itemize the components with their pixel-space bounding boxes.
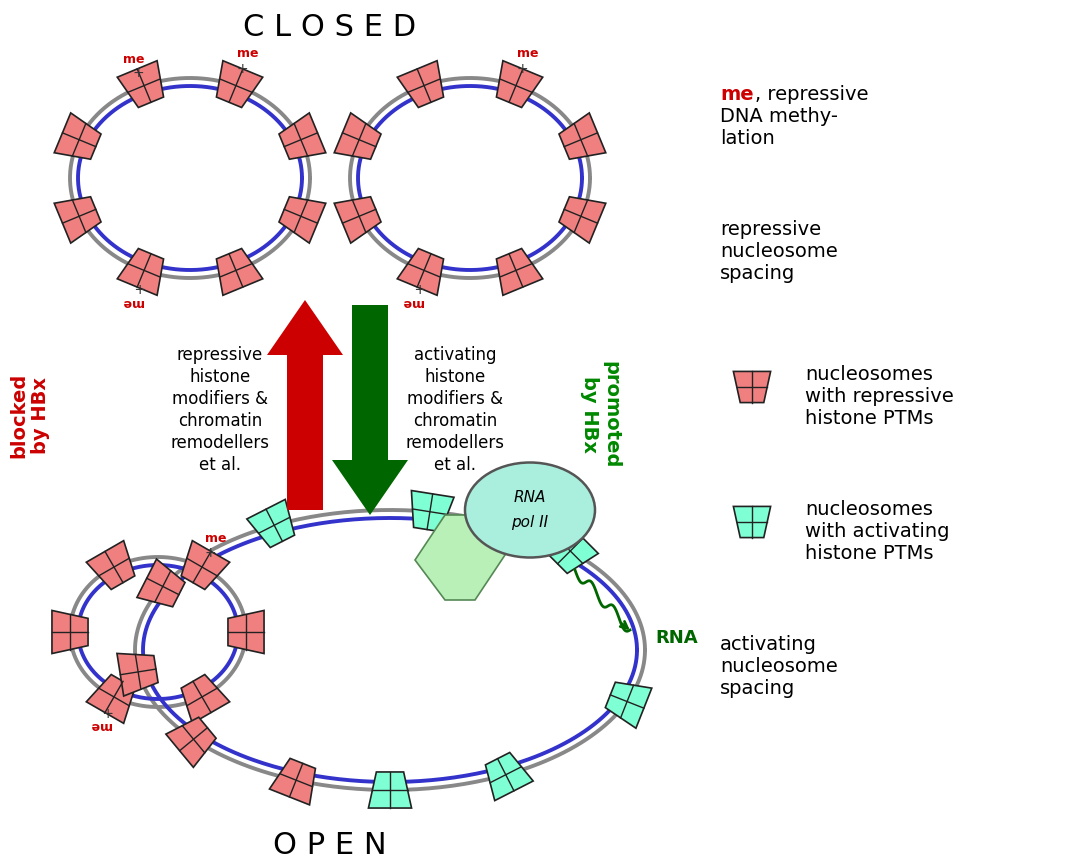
Polygon shape — [559, 113, 606, 159]
Polygon shape — [733, 372, 771, 403]
Text: O P E N: O P E N — [273, 831, 387, 859]
Text: +: + — [133, 66, 145, 80]
Text: histone PTMs: histone PTMs — [805, 544, 933, 563]
Text: me: me — [205, 532, 227, 545]
Text: +: + — [132, 280, 143, 294]
Polygon shape — [605, 682, 652, 728]
Polygon shape — [247, 499, 295, 548]
Polygon shape — [287, 355, 323, 510]
Text: +: + — [100, 704, 112, 718]
Polygon shape — [559, 197, 606, 243]
Polygon shape — [548, 523, 598, 574]
Text: nucleosomes: nucleosomes — [805, 365, 933, 384]
Text: pol II: pol II — [512, 515, 549, 529]
Polygon shape — [334, 197, 381, 243]
Polygon shape — [334, 113, 381, 159]
Text: spacing: spacing — [720, 264, 795, 283]
Text: me: me — [237, 48, 258, 61]
Text: +: + — [204, 546, 216, 560]
Polygon shape — [279, 197, 326, 243]
Polygon shape — [86, 674, 135, 723]
Text: nucleosomes: nucleosomes — [805, 500, 933, 519]
Polygon shape — [332, 460, 408, 515]
Text: me: me — [402, 296, 423, 309]
Text: C L O S E D: C L O S E D — [243, 14, 417, 43]
Text: histone PTMs: histone PTMs — [805, 409, 933, 428]
Polygon shape — [411, 490, 454, 532]
Polygon shape — [228, 610, 264, 654]
Text: me: me — [516, 48, 538, 61]
Polygon shape — [497, 248, 543, 295]
Text: me: me — [122, 296, 144, 309]
Text: me: me — [720, 85, 754, 104]
Text: RNA: RNA — [514, 490, 546, 505]
Text: with repressive: with repressive — [805, 387, 954, 406]
Polygon shape — [216, 61, 262, 108]
Polygon shape — [279, 113, 326, 159]
Polygon shape — [485, 753, 534, 800]
Polygon shape — [54, 113, 102, 159]
Text: DNA methy-: DNA methy- — [720, 107, 838, 126]
Polygon shape — [397, 248, 444, 295]
Polygon shape — [181, 541, 230, 589]
Polygon shape — [267, 300, 343, 355]
Text: nucleosome: nucleosome — [720, 242, 838, 261]
Polygon shape — [54, 197, 102, 243]
Text: with activating: with activating — [805, 522, 949, 541]
Polygon shape — [497, 61, 543, 108]
Text: nucleosome: nucleosome — [720, 657, 838, 676]
Polygon shape — [181, 674, 230, 723]
Polygon shape — [352, 305, 388, 460]
Polygon shape — [118, 248, 163, 295]
Text: spacing: spacing — [720, 679, 795, 698]
Text: +: + — [411, 280, 423, 294]
Polygon shape — [137, 559, 185, 607]
Polygon shape — [117, 654, 158, 696]
Polygon shape — [86, 541, 135, 589]
Text: me: me — [123, 53, 144, 66]
Polygon shape — [415, 515, 505, 600]
Ellipse shape — [465, 463, 595, 557]
Text: repressive: repressive — [720, 220, 821, 239]
Polygon shape — [269, 759, 315, 805]
Text: , repressive: , repressive — [755, 85, 868, 104]
Polygon shape — [397, 61, 444, 108]
Polygon shape — [368, 772, 411, 808]
Text: me: me — [90, 719, 111, 732]
Text: repressive
histone
modifiers &
chromatin
remodellers
et al.: repressive histone modifiers & chromatin… — [171, 345, 270, 475]
Text: lation: lation — [720, 129, 774, 148]
Text: promoted
by HBx: promoted by HBx — [580, 361, 621, 469]
Polygon shape — [216, 248, 262, 295]
Polygon shape — [52, 610, 89, 654]
Polygon shape — [118, 61, 163, 108]
Text: activating: activating — [720, 635, 816, 654]
Text: +: + — [517, 62, 528, 76]
Text: RNA: RNA — [654, 629, 698, 647]
Polygon shape — [733, 506, 771, 537]
Text: blocked
by HBx: blocked by HBx — [10, 372, 51, 457]
Polygon shape — [166, 717, 216, 767]
Text: activating
histone
modifiers &
chromatin
remodellers
et al.: activating histone modifiers & chromatin… — [405, 345, 504, 475]
Text: +: + — [237, 62, 248, 76]
